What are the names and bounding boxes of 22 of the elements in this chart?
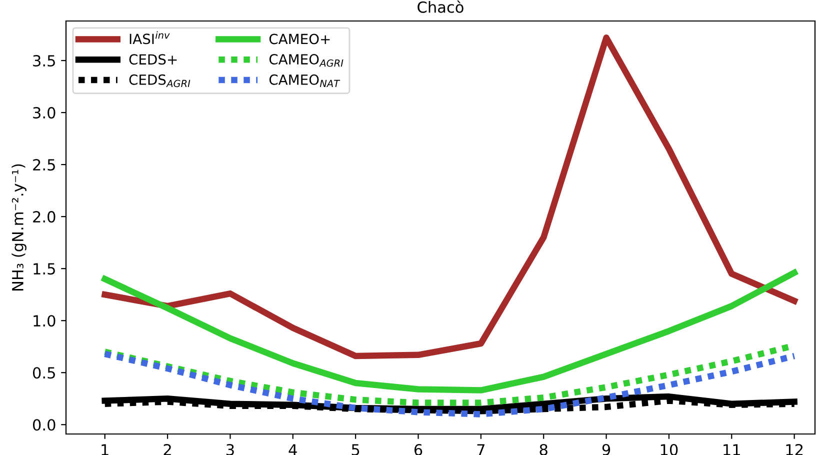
y-tick-label: 1.5 [34, 263, 55, 275]
y-tick-label: 2.0 [33, 211, 56, 223]
legend-label: CEDS+ [129, 54, 177, 65]
y-axis-title: NH₃ (gN.m⁻².y⁻¹) [12, 164, 26, 290]
legend-label: IASI$^{inv}$ [130, 31, 170, 44]
legend-label: CEDS$_{AGRI}$ [129, 74, 190, 88]
x-tick-label: 1 [102, 444, 108, 455]
y-tick-label: 0.5 [32, 367, 55, 379]
x-tick-label: 4 [288, 444, 297, 455]
x-tick-label: 12 [786, 444, 803, 455]
chart-title: Chacò [418, 0, 464, 13]
y-tick-label: 2.5 [33, 159, 55, 171]
y-tick-label: 0.0 [32, 419, 56, 431]
x-tick-label: 11 [724, 444, 740, 455]
legend-label: CAMEO$_{NAT}$ [269, 74, 340, 87]
y-tick-label: 3.5 [33, 54, 55, 67]
legend-label: CAMEO$_{AGRI}$ [269, 54, 344, 67]
x-tick-label: 7 [477, 444, 484, 455]
x-tick-label: 2 [164, 444, 171, 455]
y-tick-label: 3.0 [33, 107, 56, 119]
y-tick-label: 1.0 [34, 315, 56, 327]
legend-label: CAMEO+ [269, 34, 330, 44]
